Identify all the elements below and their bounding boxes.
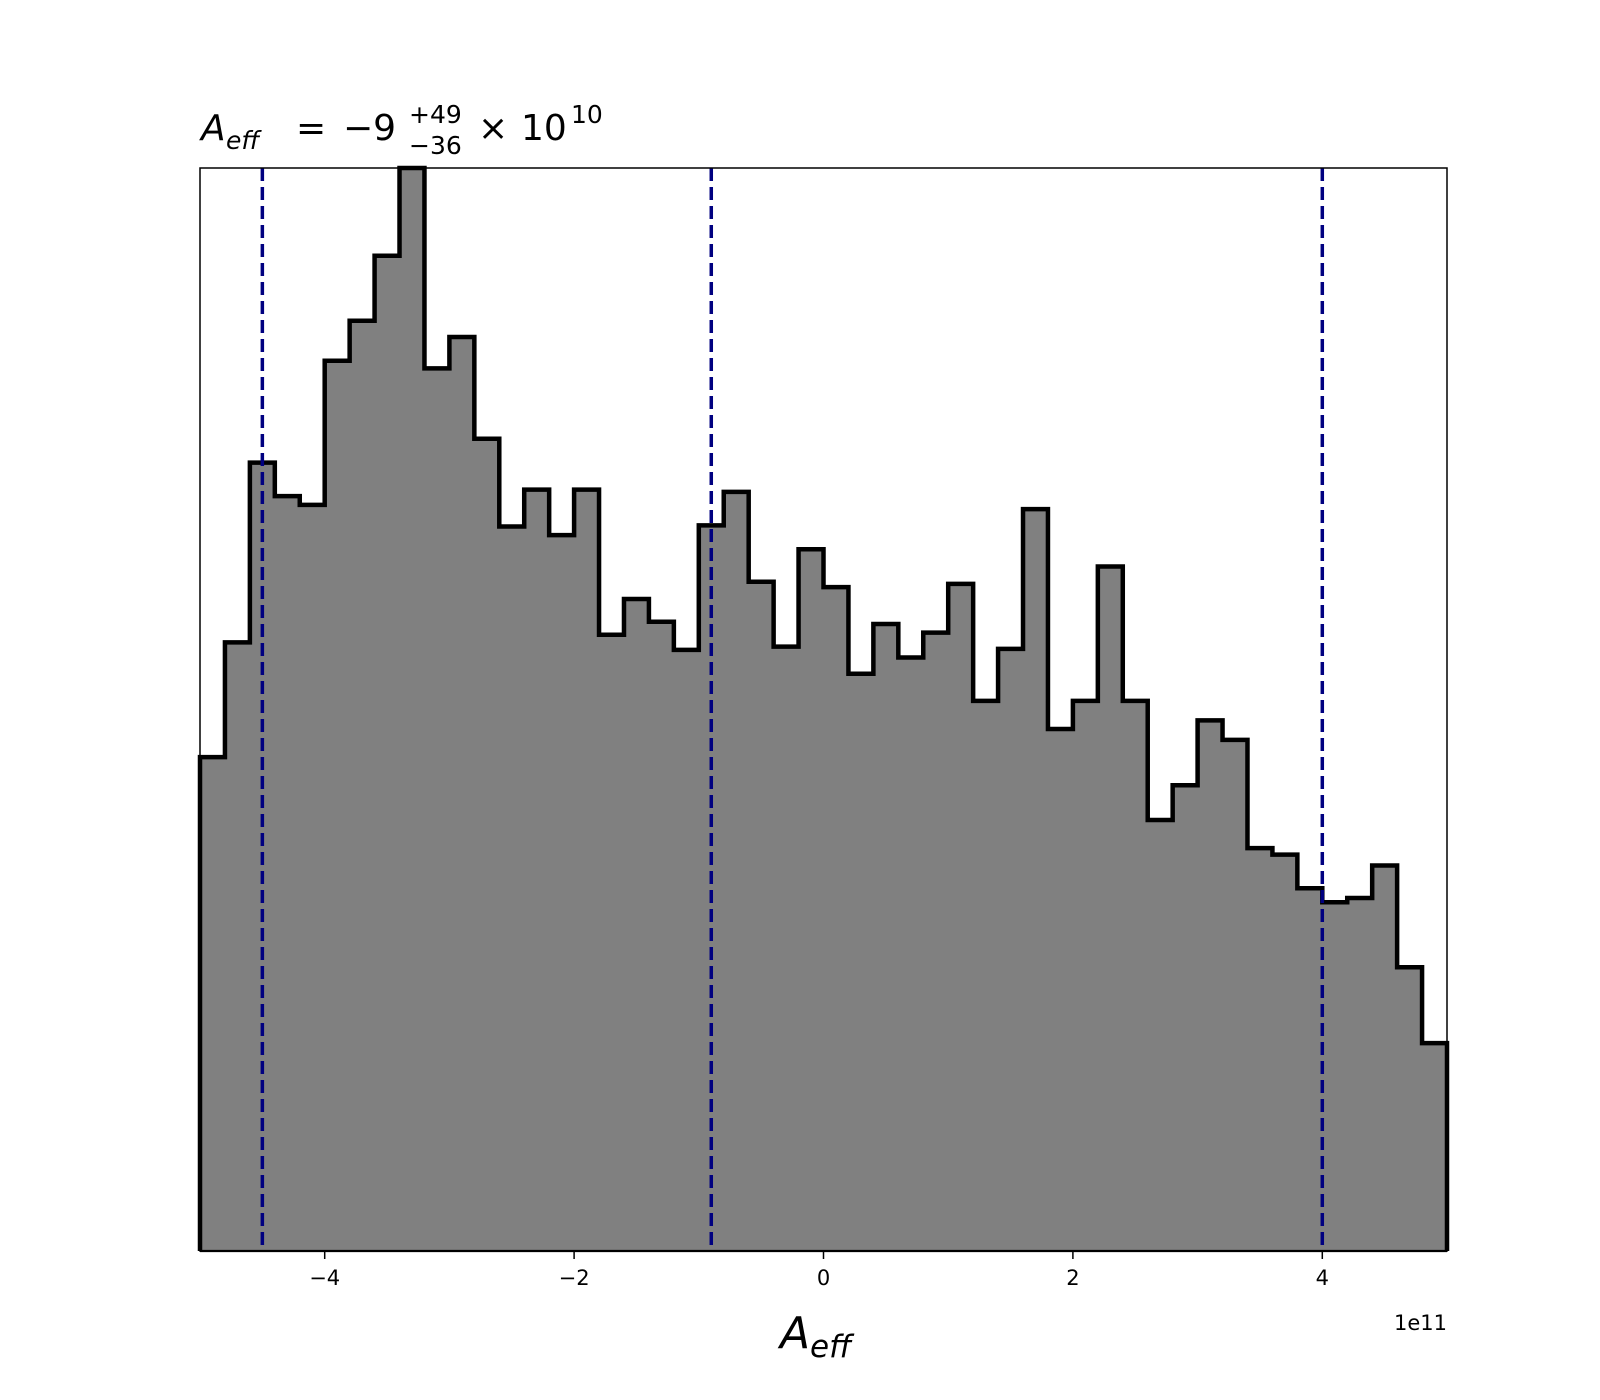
histogram-bar (1397, 967, 1423, 1251)
histogram-bar (574, 489, 600, 1251)
x-axis-label: A eff (777, 1308, 855, 1365)
title-exponent: 10 (571, 100, 603, 129)
x-axis-offset-label: 1e11 (1394, 1311, 1447, 1335)
histogram-bar (200, 757, 226, 1251)
histogram-bars (200, 168, 1448, 1252)
histogram-bar (1322, 902, 1348, 1251)
histogram-bar (324, 360, 351, 1251)
histogram-bar (449, 336, 475, 1251)
histogram-bar (1297, 888, 1323, 1251)
histogram-bar (1222, 739, 1249, 1251)
histogram-bar (299, 504, 326, 1251)
histogram-bar (1197, 720, 1224, 1251)
x-tick-label: 4 (1316, 1266, 1329, 1290)
histogram-bar (1023, 509, 1049, 1251)
histogram-bar (1147, 819, 1174, 1251)
title-value: −9 (343, 108, 396, 149)
histogram-bar (274, 496, 301, 1251)
histogram-bar (1372, 865, 1398, 1251)
title-times-sign: × (478, 108, 508, 149)
title-equals: = (296, 108, 326, 149)
x-axis-label-subscript: eff (810, 1329, 855, 1365)
histogram-bar (499, 526, 525, 1251)
histogram-bar (1172, 785, 1199, 1251)
histogram-bar (524, 489, 550, 1251)
histogram-bar (998, 648, 1024, 1251)
histogram-bar (873, 623, 899, 1251)
histogram-bar (798, 549, 825, 1251)
histogram-bar (723, 491, 750, 1251)
x-tick-label: 2 (1066, 1266, 1079, 1290)
histogram-bar (1272, 854, 1298, 1251)
title-base: 10 (521, 108, 567, 149)
histogram-bar (1047, 728, 1074, 1251)
histogram-bar (973, 700, 999, 1251)
histogram-bar (474, 438, 500, 1251)
histogram-bar (898, 657, 924, 1251)
x-tick-label: 0 (817, 1266, 830, 1290)
histogram-bar (748, 581, 775, 1251)
histogram-bar (349, 320, 376, 1251)
histogram-bar (773, 646, 800, 1251)
title-symbol: A (199, 108, 226, 149)
histogram-bar (673, 649, 700, 1251)
histogram-bar (848, 673, 874, 1251)
quantile-lines (260, 168, 1325, 1251)
title-symbol-subscript: eff (226, 126, 262, 155)
histogram-bar (399, 168, 426, 1251)
title-lower-error: −36 (409, 131, 462, 160)
x-tick-label: −4 (309, 1266, 340, 1290)
x-axis-label-symbol: A (777, 1308, 810, 1359)
histogram-bar (1072, 700, 1099, 1251)
title-upper-error: +49 (409, 100, 462, 129)
histogram-bar (374, 255, 401, 1251)
x-axis-ticks: −4 −2 0 2 4 (309, 1251, 1329, 1290)
histogram-step-outline (197, 165, 1450, 1251)
histogram-bar (424, 368, 450, 1252)
histogram-bar (1422, 1043, 1448, 1251)
histogram-bar (823, 587, 850, 1251)
x-tick-label: −2 (559, 1266, 590, 1290)
histogram-bar (549, 535, 575, 1251)
histogram-bar (224, 642, 251, 1251)
histogram-bar (923, 632, 949, 1251)
histogram-bar (1347, 897, 1373, 1251)
histogram-bar (1247, 848, 1274, 1251)
histogram-bar (1122, 700, 1149, 1251)
histogram-bar (648, 621, 675, 1251)
histogram-bar (623, 599, 650, 1251)
chart-title: A eff = −9 +49 −36 × 10 10 (199, 100, 603, 160)
histogram-bar (948, 583, 974, 1251)
histogram-bar (599, 634, 625, 1251)
histogram-bar (1097, 566, 1124, 1251)
